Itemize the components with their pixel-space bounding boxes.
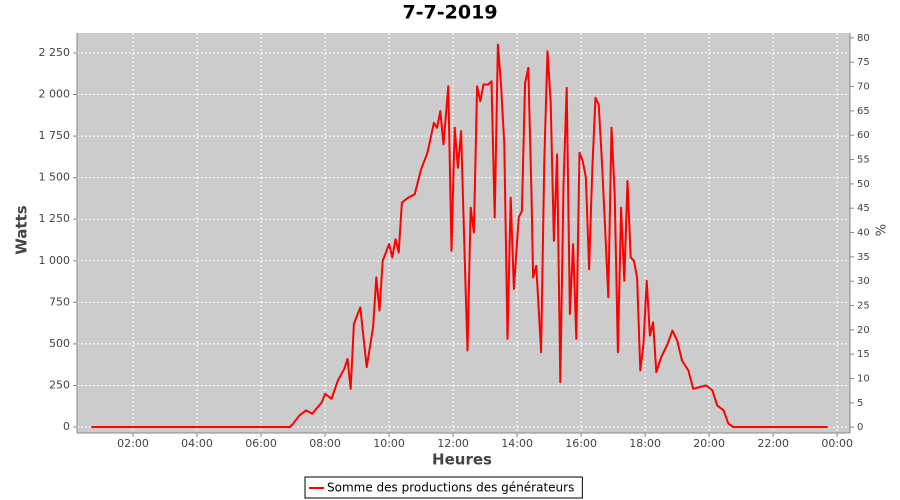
legend-label: Somme des productions des générateurs bbox=[327, 481, 574, 495]
y2-tick-label: 55 bbox=[857, 155, 870, 166]
y2-tick-label: 20 bbox=[857, 325, 870, 336]
y-tick-label: 2 250 bbox=[39, 46, 71, 59]
y2-tick-label: 10 bbox=[857, 373, 870, 384]
y2-tick-label: 5 bbox=[857, 398, 863, 409]
y2-tick-label: 70 bbox=[857, 82, 870, 93]
y-axis-title: Watts bbox=[13, 205, 31, 254]
x-tick-label: 22:00 bbox=[757, 437, 789, 450]
y2-tick-label: 25 bbox=[857, 301, 870, 312]
chart-title: 7-7-2019 bbox=[402, 2, 497, 24]
x-tick-label: 12:00 bbox=[437, 437, 469, 450]
y-tick-label: 1 000 bbox=[39, 254, 71, 267]
x-tick-label: 20:00 bbox=[693, 437, 725, 450]
y2-tick-label: 80 bbox=[857, 33, 870, 44]
x-tick-label: 16:00 bbox=[565, 437, 597, 450]
y-tick-label: 1 500 bbox=[39, 171, 71, 184]
x-tick-label: 10:00 bbox=[373, 437, 405, 450]
y2-tick-label: 15 bbox=[857, 349, 870, 360]
y-tick-label: 250 bbox=[49, 378, 70, 391]
y2-axis-title: % bbox=[875, 224, 890, 236]
y2-tick-label: 35 bbox=[857, 252, 870, 263]
x-tick-label: 02:00 bbox=[117, 437, 149, 450]
y2-tick-label: 60 bbox=[857, 130, 870, 141]
y-tick-label: 500 bbox=[49, 337, 70, 350]
y2-tick-label: 45 bbox=[857, 203, 870, 214]
y2-tick-label: 40 bbox=[857, 228, 870, 239]
y2-tick-label: 50 bbox=[857, 179, 870, 190]
y-tick-label: 750 bbox=[49, 295, 70, 308]
x-axis-title: Heures bbox=[432, 451, 492, 469]
y2-tick-label: 65 bbox=[857, 106, 870, 117]
x-tick-label: 14:00 bbox=[501, 437, 533, 450]
y2-tick-label: 75 bbox=[857, 57, 870, 68]
x-tick-label: 08:00 bbox=[309, 437, 341, 450]
x-tick-label: 06:00 bbox=[245, 437, 277, 450]
x-tick-label: 04:00 bbox=[181, 437, 213, 450]
y2-tick-label: 0 bbox=[857, 422, 863, 433]
y-tick-label: 1 750 bbox=[39, 129, 71, 142]
legend: Somme des productions des générateurs bbox=[304, 476, 583, 499]
y2-tick-label: 30 bbox=[857, 276, 870, 287]
y-tick-label: 2 000 bbox=[39, 88, 71, 101]
y-tick-label: 0 bbox=[63, 420, 70, 433]
x-tick-label: 18:00 bbox=[629, 437, 661, 450]
x-tick-label: 00:00 bbox=[821, 437, 853, 450]
legend-box bbox=[304, 476, 583, 499]
y-tick-label: 1 250 bbox=[39, 212, 71, 225]
data-line bbox=[91, 43, 828, 428]
